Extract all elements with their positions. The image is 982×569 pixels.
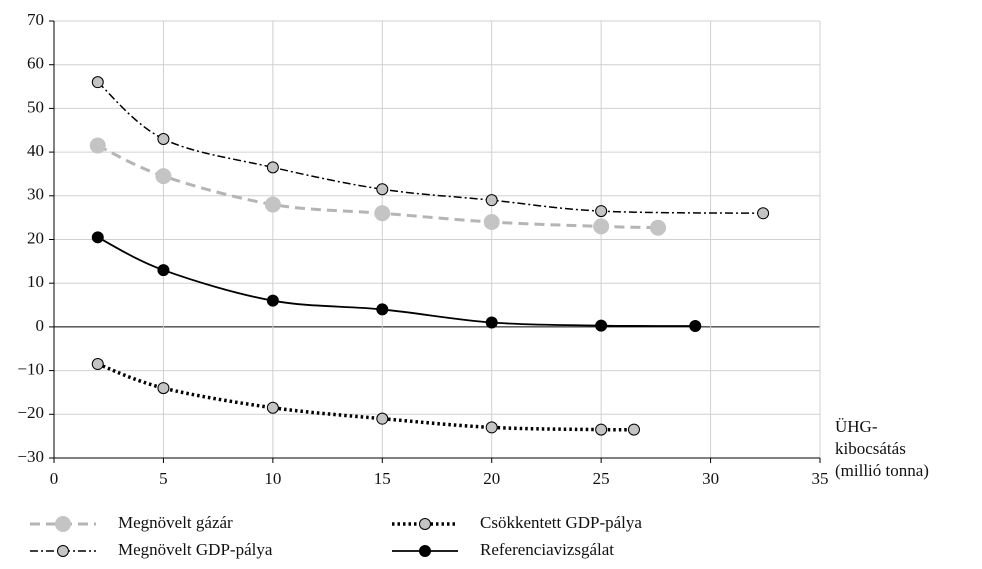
legend-label: Megnövelt gázár xyxy=(118,513,233,532)
y-tick-label: 20 xyxy=(27,228,44,247)
data-point xyxy=(376,303,389,316)
data-point xyxy=(593,218,610,235)
data-point xyxy=(91,358,104,371)
data-point xyxy=(483,214,500,231)
data-point xyxy=(157,264,170,277)
data-point xyxy=(89,137,106,154)
y-tick-label: 40 xyxy=(27,141,44,160)
data-point xyxy=(264,196,281,213)
legend-marker xyxy=(419,518,431,530)
series-line xyxy=(97,362,634,432)
y-tick-label: 10 xyxy=(27,272,44,291)
y-tick-label: −10 xyxy=(17,360,44,379)
y-tick-label: 60 xyxy=(27,54,44,73)
y-tick-label: −20 xyxy=(17,403,44,422)
legend-label: Megnövelt GDP-pálya xyxy=(118,540,273,559)
data-point xyxy=(374,205,391,222)
y-tick-label: 70 xyxy=(27,10,44,29)
data-point xyxy=(157,132,170,145)
data-point xyxy=(595,205,608,218)
data-point xyxy=(485,194,498,207)
x-axis-label: (millió tonna) xyxy=(835,461,929,480)
legend-marker xyxy=(57,545,69,557)
data-point xyxy=(266,294,279,307)
legend-marker xyxy=(55,516,71,532)
y-tick-label: 0 xyxy=(36,316,45,335)
legend-label: Csökkentett GDP-pálya xyxy=(480,513,642,532)
y-tick-label: −30 xyxy=(17,447,44,466)
data-point xyxy=(650,219,667,236)
x-tick-label: 20 xyxy=(483,469,500,488)
data-point xyxy=(266,161,279,174)
data-point xyxy=(485,421,498,434)
data-point xyxy=(595,423,608,436)
data-point xyxy=(376,183,389,196)
data-point xyxy=(485,316,498,329)
x-axis-label: kibocsátás xyxy=(835,439,906,458)
x-tick-label: 0 xyxy=(50,469,59,488)
y-tick-label: 30 xyxy=(27,185,44,204)
data-point xyxy=(757,207,770,220)
data-point xyxy=(266,401,279,414)
data-point xyxy=(627,423,640,436)
data-point xyxy=(595,319,608,332)
x-axis-label: ÜHG- xyxy=(835,417,878,436)
x-tick-label: 30 xyxy=(702,469,719,488)
legend-label: Referenciavizsgálat xyxy=(480,540,614,559)
data-point xyxy=(157,382,170,395)
x-tick-label: 5 xyxy=(159,469,168,488)
series-line xyxy=(97,81,764,215)
data-point xyxy=(376,412,389,425)
x-tick-label: 10 xyxy=(264,469,281,488)
data-point xyxy=(155,168,172,185)
data-point xyxy=(91,76,104,89)
data-point xyxy=(689,320,702,333)
x-tick-label: 15 xyxy=(374,469,391,488)
legend-marker xyxy=(419,545,431,557)
series-line xyxy=(97,236,696,327)
x-tick-label: 25 xyxy=(593,469,610,488)
y-tick-label: 50 xyxy=(27,97,44,116)
x-tick-label: 35 xyxy=(812,469,829,488)
data-point xyxy=(91,231,104,244)
